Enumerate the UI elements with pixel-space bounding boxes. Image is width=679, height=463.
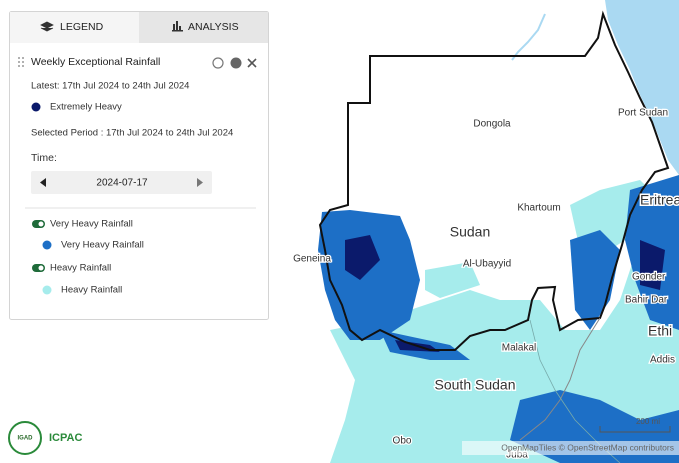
opacity-button[interactable] xyxy=(212,57,224,69)
country-border xyxy=(519,317,601,441)
chart-icon xyxy=(172,21,183,32)
logo-badge-text: IGAD xyxy=(18,436,34,442)
panel-background xyxy=(9,11,269,320)
layer-title: Weekly Exceptional Rainfall xyxy=(31,56,160,68)
lake xyxy=(511,13,546,61)
tab-label[interactable]: ANALYSIS xyxy=(188,21,239,33)
analysis-tab[interactable] xyxy=(139,12,268,43)
attribution-bg xyxy=(462,441,679,455)
selected-period: Selected Period : 17th Jul 2024 to 24th … xyxy=(31,128,233,139)
layers-icon xyxy=(40,21,54,32)
drag-handle[interactable] xyxy=(18,57,24,67)
country-label: Ethi xyxy=(648,323,672,339)
country-label: South Sudan xyxy=(435,377,516,393)
legend-swatch xyxy=(42,240,52,250)
city-label: Port Sudan xyxy=(618,108,668,119)
sudan-border xyxy=(318,10,670,351)
latest-period: Latest: 17th Jul 2024 to 24th Jul 2024 xyxy=(31,81,189,92)
attribution[interactable]: OpenMapTiles © OpenStreetMap contributor… xyxy=(501,442,674,452)
country-label: Sudan xyxy=(450,224,490,240)
next-button[interactable] xyxy=(197,178,203,187)
legend-tab[interactable] xyxy=(10,12,139,43)
tab-label[interactable]: LEGEND xyxy=(60,21,104,33)
legend-swatch xyxy=(31,102,41,112)
city-label: Al-Ubayyid xyxy=(463,259,511,270)
legend-label: Very Heavy Rainfall xyxy=(61,240,144,251)
prev-button[interactable] xyxy=(40,178,46,187)
time-label: Time: xyxy=(31,152,57,164)
legend-swatch xyxy=(42,285,52,295)
logo-badge xyxy=(8,421,42,455)
city-label: Khartoum xyxy=(517,203,560,214)
scale-label: 200 mi xyxy=(636,417,660,426)
logo-name: ICPAC xyxy=(49,432,82,444)
time-control xyxy=(31,171,212,194)
toggle-knob xyxy=(38,221,44,227)
city-label: Malakal xyxy=(502,343,536,354)
city-label: Gonder xyxy=(632,272,666,283)
time-value[interactable]: 2024-07-17 xyxy=(96,178,148,189)
city-label: Addis xyxy=(650,355,675,366)
legend-label: Heavy Rainfall xyxy=(61,285,122,296)
close-button[interactable] xyxy=(247,58,257,68)
legend-label: Extremely Heavy xyxy=(50,102,122,113)
scale-bar xyxy=(599,426,671,433)
city-label: Dongola xyxy=(473,119,511,130)
city-label: Obo xyxy=(393,436,412,447)
red-sea xyxy=(605,0,679,175)
info-button[interactable] xyxy=(230,57,242,69)
sublayer-name: Very Heavy Rainfall xyxy=(50,219,133,230)
city-label: Geneina xyxy=(293,254,331,265)
country-label: Eritrea xyxy=(640,192,679,208)
sublayer-name: Heavy Rainfall xyxy=(50,263,111,274)
city-label: Bahir Dar xyxy=(625,295,668,306)
toggle-knob xyxy=(38,265,44,271)
legend-panel: LEGEND ANALYSIS Weekly Exceptional Rainf… xyxy=(9,11,269,320)
